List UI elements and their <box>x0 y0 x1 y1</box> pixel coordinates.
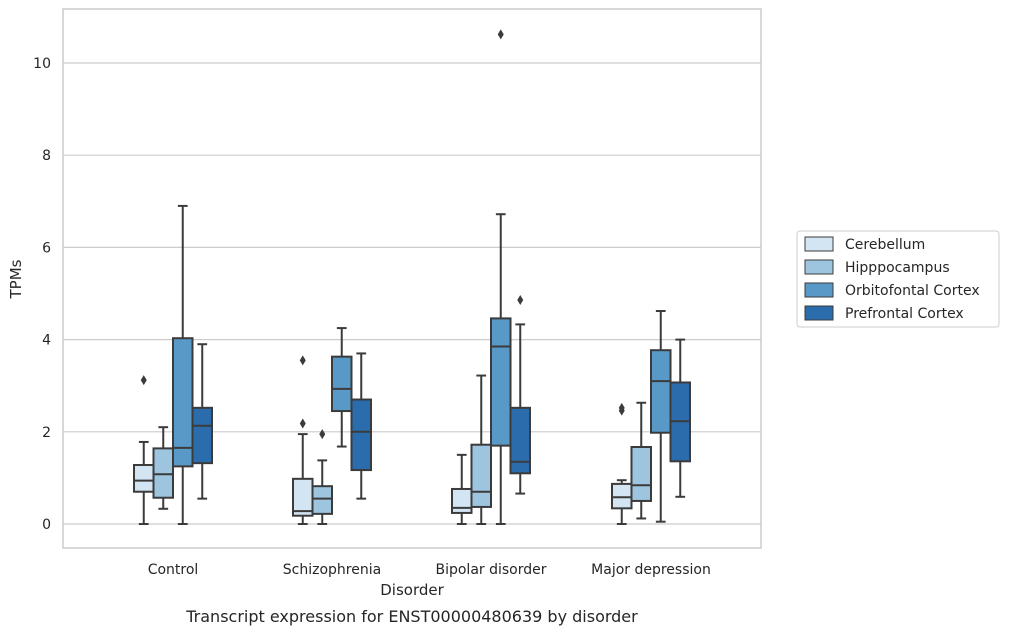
box-body <box>172 337 194 468</box>
box-3-0 <box>191 343 213 500</box>
box-0-2 <box>451 453 473 525</box>
outlier-0 <box>497 29 504 40</box>
legend-label-1: Hipppocampus <box>845 260 950 276</box>
y-tick-10: 10 <box>33 56 51 72</box>
legend-swatch-0 <box>804 236 834 252</box>
x-tick-0: Control <box>148 562 199 578</box>
box-1-1 <box>311 429 333 525</box>
legend-label-3: Prefrontal Cortex <box>845 306 964 322</box>
outlier-1 <box>618 402 625 413</box>
box-body <box>451 487 473 514</box>
legend: Cerebellum Hipppocampus Orbitofontal Corte… <box>796 230 1000 328</box>
box-0-3 <box>611 402 633 525</box>
boxes <box>133 29 691 525</box>
x-tick-3: Major depression <box>591 562 711 578</box>
y-tick-labels: 0 2 4 6 8 10 <box>33 56 51 533</box>
box-2-2 <box>490 29 512 525</box>
y-axis-label: TPMs <box>7 259 25 299</box>
y-tick-8: 8 <box>42 148 51 164</box>
outlier-0 <box>299 418 306 429</box>
box-body <box>509 406 531 475</box>
box-body <box>311 485 333 515</box>
y-tick-6: 6 <box>42 240 51 256</box>
box-body <box>350 398 372 472</box>
box-body <box>191 406 213 465</box>
box-2-0 <box>172 204 194 525</box>
legend-swatch-3 <box>804 305 834 321</box>
x-tick-2: Bipolar disorder <box>435 562 546 578</box>
legend-swatch-2 <box>804 282 834 298</box>
y-tick-4: 4 <box>42 333 51 349</box>
y-tick-2: 2 <box>42 425 51 441</box>
box-body <box>470 443 492 508</box>
box-1-0 <box>152 426 174 510</box>
legend-label-0: Cerebellum <box>845 237 925 253</box>
box-body <box>490 317 512 447</box>
box-body <box>611 482 633 510</box>
box-3-1 <box>350 352 372 500</box>
box-3-3 <box>669 338 691 498</box>
x-axis-label: Disorder <box>380 581 444 599</box>
box-1-2 <box>470 374 492 525</box>
box-body <box>331 355 353 413</box>
box-2-1 <box>331 327 353 448</box>
outlier-0 <box>140 375 147 386</box>
outlier-0 <box>319 429 326 440</box>
box-body <box>630 446 652 502</box>
outlier-0 <box>517 294 524 305</box>
box-body <box>133 463 155 493</box>
legend-label-2: Orbitofontal Cortex <box>845 283 980 299</box>
x-tick-labels: Control Schizophrenia Bipolar disorder Majo… <box>148 562 711 578</box>
x-tick-1: Schizophrenia <box>283 562 381 578</box>
legend-frame <box>796 230 1000 328</box>
box-3-2 <box>509 294 531 495</box>
box-1-3 <box>630 401 652 520</box>
y-tick-0: 0 <box>42 517 51 533</box>
legend-swatch-1 <box>804 259 834 275</box>
chart-caption: Transcript expression for ENST0000048063… <box>185 607 638 626</box>
box-body <box>650 349 672 434</box>
box-body <box>152 447 174 499</box>
outlier-1 <box>299 355 306 366</box>
